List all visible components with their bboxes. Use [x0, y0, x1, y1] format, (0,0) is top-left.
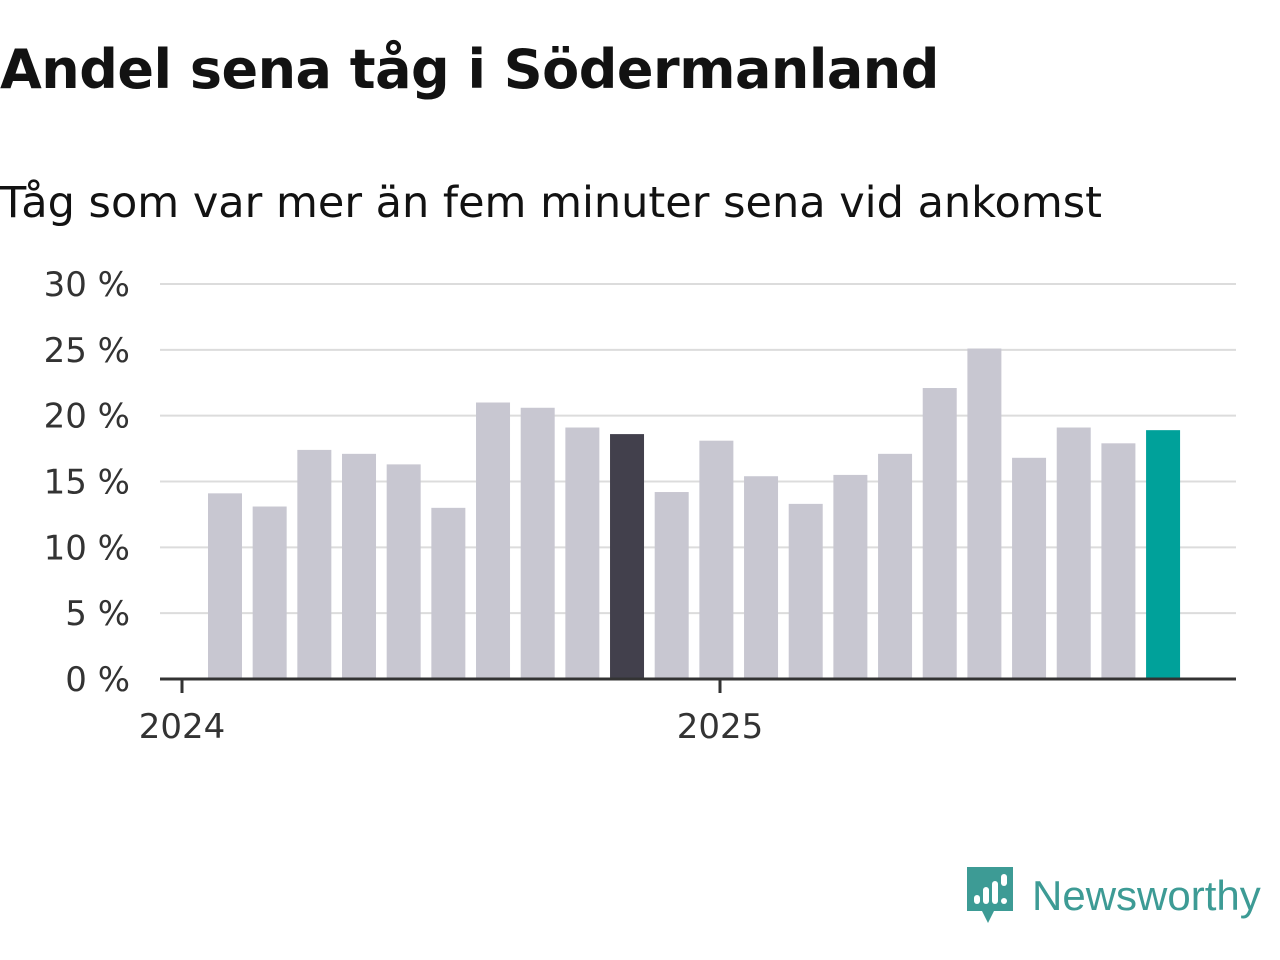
bar [699, 440, 734, 679]
bar [967, 348, 1002, 679]
bar [654, 492, 689, 679]
bar [610, 434, 645, 679]
x-tick-label: 2025 [677, 707, 764, 747]
y-tick-label: 15 % [44, 463, 130, 503]
bar [788, 503, 823, 679]
y-tick-label: 5 % [65, 594, 130, 634]
bar [1012, 457, 1047, 679]
bar [386, 464, 421, 679]
bar [744, 476, 779, 679]
bar [565, 427, 600, 679]
bar [431, 507, 466, 679]
y-tick-label: 25 % [44, 331, 130, 371]
bar [476, 402, 511, 679]
bar-chart: 0 % 5 % 10 % 15 % 20 % 25 % 30 % 2024 2025 [44, 265, 1236, 747]
bar [252, 506, 287, 679]
newsworthy-brand: Newsworthy [964, 864, 1261, 928]
bar [1056, 427, 1091, 679]
bar [208, 493, 242, 679]
brand-name: Newsworthy [1032, 872, 1261, 919]
bar [520, 407, 555, 679]
y-tick-label: 0 % [65, 660, 130, 700]
bar [297, 449, 332, 679]
bar [878, 453, 913, 679]
bar [342, 453, 377, 679]
y-tick-label: 30 % [44, 265, 130, 305]
x-tick-label: 2024 [139, 707, 226, 747]
chart-subtitle: Tåg som var mer än fem minuter sena vid … [0, 178, 1103, 228]
bar [1101, 443, 1136, 679]
bar [922, 388, 957, 679]
chart-title: Andel sena tåg i Södermanland [0, 38, 939, 101]
bar [1146, 430, 1181, 679]
y-tick-label: 20 % [44, 397, 130, 437]
newsworthy-logo-icon [967, 867, 1013, 923]
y-tick-label: 10 % [44, 528, 130, 568]
bar [833, 474, 868, 679]
